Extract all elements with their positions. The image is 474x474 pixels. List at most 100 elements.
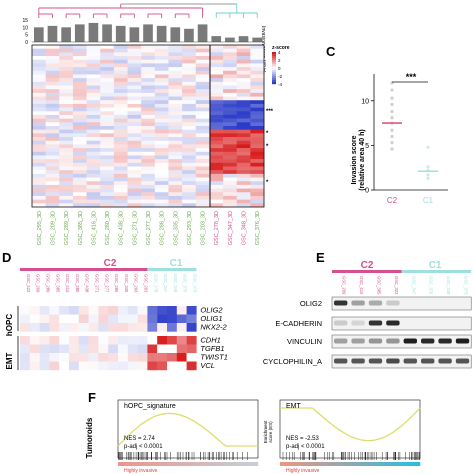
sample-labels: GSC_295_3D GSC_209_3D GSC_289_3D GSC_385_3D… bbox=[37, 211, 261, 245]
panel-d-sample-label: GSC_385 bbox=[55, 274, 60, 293]
heatmap-cell bbox=[236, 85, 251, 90]
heatmap-cell bbox=[141, 162, 156, 167]
panel-letter-f: F bbox=[88, 390, 96, 405]
gsea-right-padj: p-adj < 0.0001 bbox=[286, 444, 325, 450]
heatmap-cell bbox=[168, 166, 183, 171]
panel-d-group-c2: C2 bbox=[104, 258, 117, 269]
heatmap-cell bbox=[100, 151, 115, 156]
sample-label: GSC_278_3D bbox=[214, 211, 220, 245]
heatmap-cell bbox=[100, 89, 115, 94]
heatmap-cell bbox=[209, 81, 224, 86]
z-score-legend-title: z-score bbox=[272, 45, 290, 51]
heatmap-cell bbox=[209, 74, 224, 79]
gsea-right-rank-bar bbox=[329, 462, 337, 466]
heatmap-cell bbox=[45, 199, 60, 204]
panel-e-band bbox=[368, 320, 383, 326]
heatmap-cell bbox=[195, 192, 210, 197]
panel-e-band bbox=[421, 358, 435, 364]
heatmap-cell bbox=[195, 92, 210, 97]
heatmap-cell bbox=[236, 203, 251, 208]
panel-d-c2-bar bbox=[20, 268, 148, 271]
heatmap-cell bbox=[223, 177, 238, 182]
gsea-left-rank-bar bbox=[139, 462, 147, 466]
heatmap-cell bbox=[100, 96, 115, 101]
heatmap-cell bbox=[141, 118, 156, 123]
heatmap-cell bbox=[195, 166, 210, 171]
gsea-right-rank-bar bbox=[308, 462, 316, 466]
heatmap-cell bbox=[168, 70, 183, 75]
heatmap-cell bbox=[32, 85, 46, 90]
heatmap-cell bbox=[223, 85, 238, 90]
heatmap-cell bbox=[86, 48, 101, 53]
heatmap-cell bbox=[209, 59, 224, 64]
heatmap-cell bbox=[100, 162, 115, 167]
heatmap-cell bbox=[141, 89, 156, 94]
heatmap-cell bbox=[209, 52, 224, 57]
heatmap-cell bbox=[250, 184, 265, 189]
panel-d-emt-cell bbox=[176, 336, 187, 345]
sample-label: GSC_438_3D bbox=[119, 211, 125, 245]
panel-d-hopc-cell bbox=[176, 323, 187, 332]
heatmap-cell bbox=[32, 59, 46, 64]
heatmap-cell bbox=[59, 203, 74, 208]
heatmap-cell bbox=[86, 195, 101, 200]
heatmap-cell bbox=[32, 173, 46, 178]
heatmap-cell bbox=[72, 118, 87, 123]
heatmap-cell bbox=[100, 203, 115, 208]
heatmap-cell bbox=[113, 159, 128, 164]
heatmap-cell bbox=[168, 45, 183, 49]
panel-d-emt-cell bbox=[20, 336, 30, 345]
panel-c-point bbox=[426, 145, 430, 149]
heatmap-cell bbox=[154, 78, 169, 83]
heatmap-cell bbox=[86, 148, 101, 153]
heatmap-cell bbox=[236, 199, 251, 204]
heatmap-cell bbox=[236, 148, 251, 153]
heatmap-cell bbox=[100, 184, 115, 189]
heatmap-cell bbox=[113, 173, 128, 178]
gsea-right-rank-bar bbox=[350, 462, 358, 466]
panel-d-hopc-cell bbox=[88, 314, 99, 324]
panel-d-gene-label: OLIG2 bbox=[200, 306, 223, 315]
heatmap-cell bbox=[113, 52, 128, 57]
heatmap-cell bbox=[250, 151, 265, 156]
heatmap-cell bbox=[223, 52, 238, 57]
heatmap-cell bbox=[86, 166, 101, 171]
heatmap-cell bbox=[45, 122, 60, 127]
heatmap-cell bbox=[127, 192, 142, 197]
heatmap-cell bbox=[72, 107, 87, 112]
panel-d-hopc-cell bbox=[186, 314, 197, 324]
gsea-right-nes: NES = -2.53 bbox=[286, 436, 320, 442]
panel-d-hopc-cell bbox=[20, 314, 30, 324]
heatmap-cell bbox=[236, 67, 251, 72]
heatmap-cell bbox=[113, 188, 128, 193]
heatmap-cell bbox=[168, 195, 183, 200]
heatmap-cell bbox=[32, 133, 46, 138]
heatmap-cell bbox=[86, 78, 101, 83]
panel-d-hopc-cell bbox=[49, 323, 60, 332]
heatmap-cell bbox=[209, 162, 224, 167]
gsea-left-nes: NES = 2.74 bbox=[124, 436, 156, 442]
sample-label: GSC_293_3D bbox=[187, 211, 193, 245]
panel-d-emt-cell bbox=[88, 344, 99, 354]
invasion-tick-label: 5 bbox=[25, 33, 28, 39]
heatmap-cell bbox=[182, 195, 197, 200]
z-score-legend-tick: 0 bbox=[278, 66, 281, 71]
heatmap-cell bbox=[209, 137, 224, 142]
heatmap-cell bbox=[59, 78, 74, 83]
heatmap-cell bbox=[182, 173, 197, 178]
heatmap-cell bbox=[223, 67, 238, 72]
heatmap-cell bbox=[250, 70, 265, 75]
heatmap-cell bbox=[72, 74, 87, 79]
gsea-right-rank-bar bbox=[406, 462, 414, 466]
heatmap-cell bbox=[45, 133, 60, 138]
heatmap-cell bbox=[72, 45, 87, 49]
heatmap-cell bbox=[236, 48, 251, 53]
panel-d-hopc-cell bbox=[20, 306, 30, 315]
gsea-left-es-curve bbox=[117, 412, 258, 447]
heatmap-cell bbox=[182, 70, 197, 75]
panel-c-point bbox=[390, 147, 394, 151]
panel-d-sample-label: GSC_209 bbox=[36, 274, 41, 293]
panel-d-emt-cell bbox=[157, 361, 168, 371]
heatmap-cell bbox=[45, 114, 60, 119]
heatmap-cell bbox=[45, 151, 60, 156]
